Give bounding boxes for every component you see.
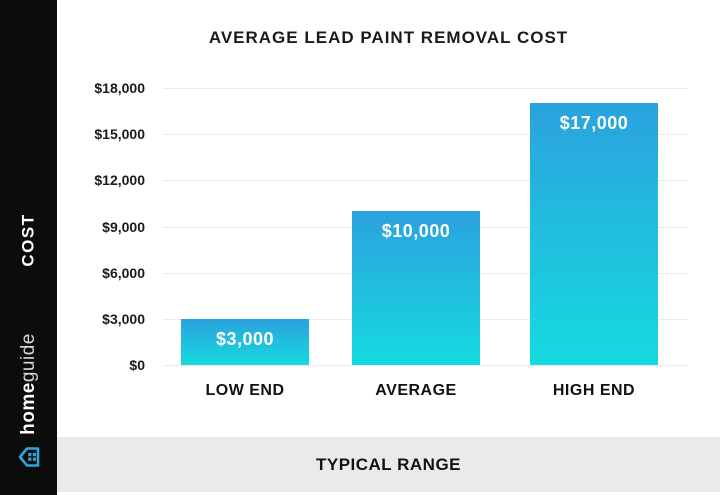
bar-value-label: $3,000 bbox=[215, 329, 275, 349]
gridline bbox=[163, 365, 688, 366]
y-tick-label: $6,000 bbox=[102, 264, 145, 281]
gridline bbox=[163, 180, 688, 182]
y-tick-label: $0 bbox=[129, 357, 145, 373]
y-tick-label: $12,000 bbox=[94, 172, 145, 189]
bar-high-end: $17,000 bbox=[530, 103, 658, 365]
bar-value-label: $17,000 bbox=[559, 113, 629, 133]
bar-average: $10,000 bbox=[352, 211, 480, 365]
house-icon-svg bbox=[18, 447, 39, 467]
y-tick-label: $3,000 bbox=[102, 310, 145, 327]
house-icon bbox=[0, 442, 57, 472]
bar-value-label: $10,000 bbox=[381, 221, 451, 241]
sidebar: COST homeguide bbox=[0, 0, 57, 495]
x-category-label: HIGH END bbox=[552, 382, 636, 399]
chart-title: AVERAGE LEAD PAINT REMOVAL COST bbox=[208, 28, 569, 47]
y-tick-label: $15,000 bbox=[94, 126, 145, 143]
x-axis-group-title: TYPICAL RANGE bbox=[315, 454, 462, 474]
y-axis-title-text: COST bbox=[18, 213, 38, 267]
bar-low-end: $3,000 bbox=[181, 319, 309, 365]
y-tick-label: $18,000 bbox=[94, 80, 145, 96]
x-category-label: AVERAGE bbox=[375, 382, 457, 399]
x-category-label: LOW END bbox=[205, 382, 285, 399]
y-tick-label: $9,000 bbox=[102, 218, 145, 235]
gridline bbox=[163, 134, 688, 136]
brand-logo: homeguide bbox=[0, 330, 57, 438]
gridline bbox=[163, 88, 688, 89]
brand-name-light: guide bbox=[17, 333, 39, 383]
brand-logo-text: homeguide bbox=[18, 333, 40, 435]
footer-band: TYPICAL RANGE bbox=[57, 437, 720, 492]
brand-name-bold: home bbox=[17, 382, 39, 435]
